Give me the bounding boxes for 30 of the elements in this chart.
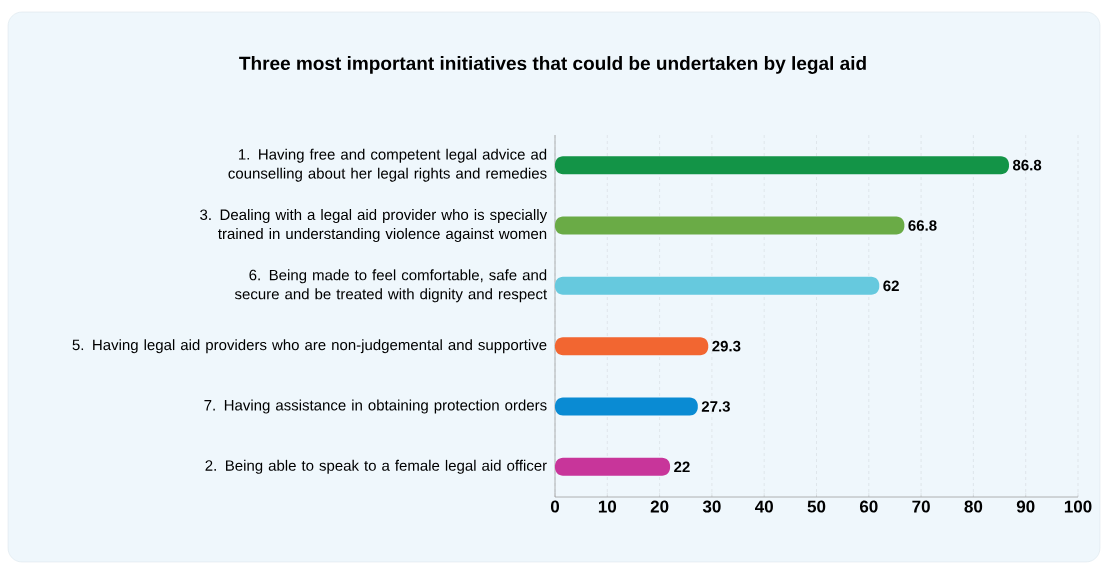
x-tick-label: 100 (1064, 500, 1092, 513)
bar (555, 276, 880, 295)
bar (555, 216, 905, 235)
data-label: 22 (674, 461, 690, 473)
x-tick-label: 0 (550, 500, 560, 513)
x-tick-label: 80 (964, 500, 983, 513)
bar (555, 156, 1009, 175)
y-tick-label: 2. Being able to speak to a female legal aid officer (205, 459, 547, 474)
y-tick-label: 6. Being made to feel comfortable, safe and secure and be treated with dignity and respect (234, 269, 548, 303)
bar (555, 457, 671, 476)
x-tick-label: 70 (912, 500, 930, 513)
x-tick-label: 10 (598, 500, 617, 513)
y-tick-label: 3. Dealing with a legal aid provider who is specially trained in understanding violence against women (200, 209, 548, 242)
x-tick-label: 90 (1016, 500, 1035, 513)
data-label: 27.3 (701, 401, 730, 412)
y-tick-label: 7. Having assistance in obtaining protection orders (204, 399, 547, 414)
x-tick-label: 40 (755, 500, 773, 513)
data-label: 29.3 (712, 340, 741, 352)
bar (555, 337, 709, 356)
data-label: 66.8 (908, 220, 937, 231)
x-tick-label: 30 (702, 500, 721, 513)
data-label: 62 (883, 280, 899, 292)
x-tick-label: 20 (650, 500, 669, 513)
y-tick-label: 1. Having free and competent legal advice ad counselling about her legal rights and remedies (228, 148, 547, 182)
x-tick-label: 50 (807, 500, 826, 513)
bar (555, 397, 698, 416)
x-tick-label: 60 (859, 500, 878, 513)
y-tick-label: 5. Having legal aid providers who are non-judgemental and supportive (72, 339, 547, 354)
chart-title: Three most important initiatives that could be undertaken by legal aid (239, 56, 866, 74)
data-label: 86.8 (1012, 159, 1042, 171)
